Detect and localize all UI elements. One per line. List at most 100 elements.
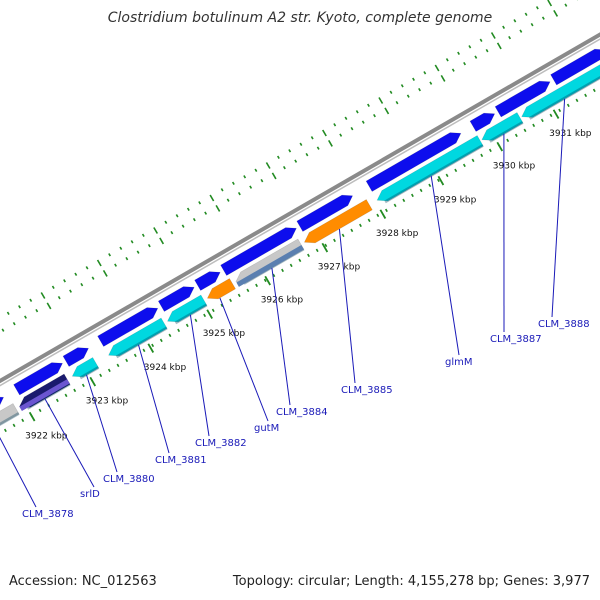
inner-tick-mark bbox=[204, 211, 208, 215]
outer-tick-mark bbox=[276, 155, 280, 159]
position-tick bbox=[229, 298, 233, 303]
outer-tick-mark bbox=[209, 194, 215, 202]
inner-tick-mark bbox=[147, 243, 151, 248]
position-tick bbox=[532, 123, 536, 128]
position-tick-label: 3931 kbp bbox=[549, 129, 592, 139]
position-tick-label: 3925 kbp bbox=[203, 329, 246, 339]
inner-tick-mark bbox=[316, 146, 320, 150]
inner-tick-mark bbox=[136, 250, 140, 254]
gene-label-leader bbox=[551, 98, 566, 318]
forward-cds-arrow bbox=[494, 80, 551, 118]
gene-label-leader bbox=[219, 297, 269, 422]
position-tick bbox=[359, 223, 362, 228]
gene-label-leader bbox=[430, 175, 460, 356]
position-tick bbox=[185, 323, 189, 328]
forward-cds-arrow bbox=[157, 286, 195, 312]
position-tick-label: 3924 kbp bbox=[144, 363, 187, 373]
gene-label: CLM_3888 bbox=[538, 319, 590, 330]
position-tick bbox=[350, 228, 354, 233]
genome-title: Clostridium botulinum A2 str. Kyoto, com… bbox=[107, 10, 493, 26]
position-tick-major bbox=[89, 376, 97, 387]
gene-label-leader bbox=[0, 436, 37, 508]
inner-tick-mark bbox=[451, 68, 455, 72]
gene-label-leader bbox=[271, 267, 291, 406]
position-tick bbox=[38, 408, 42, 413]
inner-tick-mark bbox=[350, 126, 354, 131]
inner-tick-mark bbox=[553, 9, 559, 17]
position-tick bbox=[289, 263, 293, 268]
gene-label-leader bbox=[86, 374, 118, 473]
outer-tick-mark bbox=[479, 38, 483, 42]
position-tick bbox=[506, 138, 510, 143]
outer-tick-mark bbox=[164, 220, 168, 224]
outer-tick-mark bbox=[85, 266, 89, 270]
inner-tick-mark bbox=[418, 87, 421, 92]
inner-tick-mark bbox=[80, 282, 84, 287]
position-tick bbox=[549, 113, 553, 118]
position-tick bbox=[281, 268, 284, 273]
position-tick bbox=[81, 383, 85, 388]
position-tick bbox=[385, 208, 388, 213]
position-tick bbox=[203, 313, 207, 318]
position-tick-label: 3928 kbp bbox=[376, 229, 419, 239]
outer-tick-mark bbox=[355, 110, 359, 114]
outer-tick-mark bbox=[490, 32, 496, 39]
inner-tick-mark bbox=[496, 42, 502, 50]
position-tick bbox=[12, 423, 16, 428]
feature-shadow bbox=[26, 382, 71, 410]
outer-tick-mark bbox=[288, 149, 292, 153]
position-tick bbox=[211, 308, 215, 313]
outer-tick-mark bbox=[513, 19, 517, 23]
reverse-cds-arrow bbox=[0, 403, 20, 426]
outer-tick-mark bbox=[40, 292, 46, 299]
position-tick-major bbox=[552, 109, 560, 119]
feature-shadow bbox=[79, 366, 100, 380]
inner-tick-mark bbox=[282, 165, 286, 170]
forward-cds-arrow bbox=[296, 194, 354, 232]
outer-tick-mark bbox=[6, 311, 10, 315]
inner-tick-mark bbox=[24, 315, 27, 319]
inner-tick-mark bbox=[564, 3, 568, 7]
reverse-cds-arrow bbox=[108, 317, 168, 357]
reverse-cds-arrow bbox=[206, 278, 236, 300]
outer-tick-mark bbox=[231, 181, 235, 185]
inner-tick-mark bbox=[485, 48, 489, 53]
forward-cds-arrow bbox=[13, 362, 63, 396]
position-tick bbox=[523, 128, 527, 133]
inner-tick-mark bbox=[125, 256, 129, 261]
outer-tick-mark bbox=[434, 64, 440, 72]
gene-label: CLM_3884 bbox=[276, 407, 328, 418]
position-tick-major bbox=[264, 275, 271, 286]
gene-label: glmM bbox=[445, 357, 473, 368]
gene-label: CLM_3878 bbox=[22, 509, 74, 520]
inner-tick-mark bbox=[91, 276, 95, 280]
inner-tick-mark bbox=[226, 198, 230, 202]
gene-label: gutM bbox=[254, 423, 279, 434]
position-tick bbox=[514, 133, 518, 138]
outer-tick-mark bbox=[18, 305, 21, 309]
position-tick-major bbox=[437, 175, 445, 186]
inner-tick-mark bbox=[519, 29, 523, 33]
position-tick bbox=[341, 233, 345, 238]
position-tick bbox=[177, 328, 181, 333]
genome-backbone-highlight bbox=[0, 38, 600, 387]
outer-tick-mark bbox=[400, 84, 404, 88]
position-tick bbox=[255, 283, 258, 288]
gene-label: CLM_3887 bbox=[490, 334, 542, 345]
position-tick bbox=[488, 148, 492, 153]
outer-tick-mark bbox=[468, 45, 472, 49]
inner-tick-mark bbox=[530, 22, 534, 27]
inner-tick-mark bbox=[170, 230, 174, 235]
inner-tick-mark bbox=[271, 172, 277, 180]
inner-tick-mark bbox=[361, 120, 365, 124]
position-tick bbox=[133, 353, 137, 358]
feature-shadow bbox=[236, 245, 304, 287]
position-tick bbox=[55, 398, 59, 403]
position-tick bbox=[333, 238, 336, 243]
outer-tick-mark bbox=[63, 279, 66, 283]
position-tick bbox=[263, 278, 267, 283]
position-tick bbox=[575, 98, 579, 103]
position-tick bbox=[151, 343, 155, 348]
position-tick bbox=[125, 358, 129, 363]
gene-label: CLM_3882 bbox=[195, 438, 247, 449]
